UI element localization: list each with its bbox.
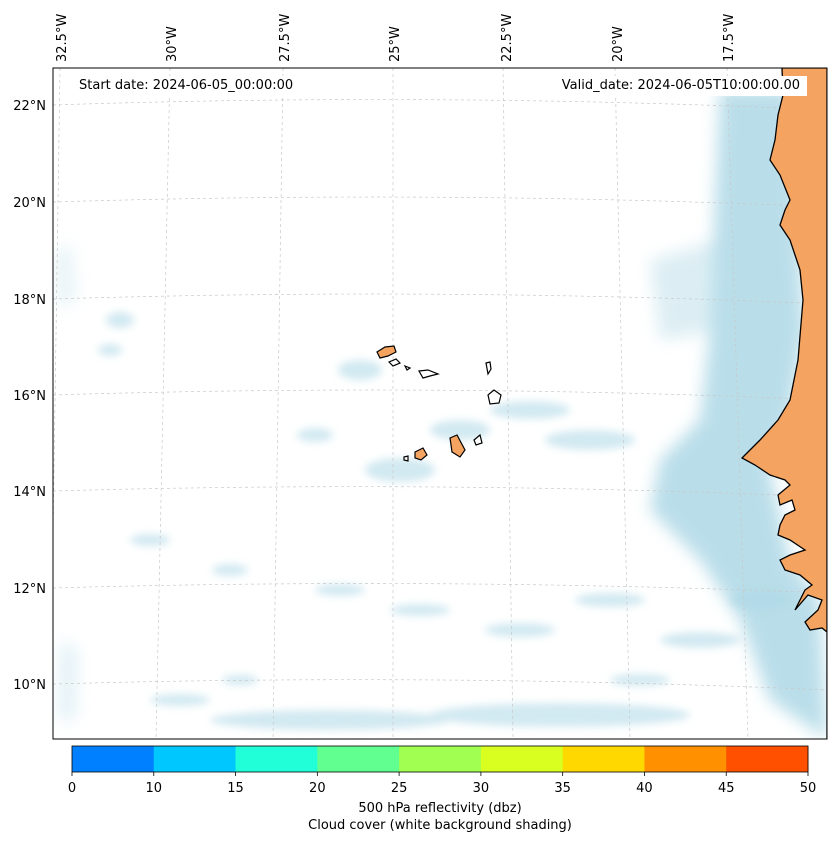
coastal-cloud-band bbox=[650, 90, 827, 739]
colorbar-tick-label: 25 bbox=[391, 781, 408, 796]
latitude-labels: 22°N 20°N 18°N 16°N 14°N 12°N 10°N bbox=[13, 99, 46, 693]
cloud-patch bbox=[210, 710, 450, 730]
colorbar-tick-label: 45 bbox=[718, 781, 735, 796]
lon-label: 25°W bbox=[388, 26, 403, 62]
colorbar-swatch bbox=[480, 746, 564, 772]
cloud-patch bbox=[106, 312, 134, 328]
colorbar-tick-label: 10 bbox=[146, 781, 163, 796]
parallel-16n bbox=[53, 389, 827, 401]
lat-label: 20°N bbox=[13, 196, 46, 211]
colorbar-swatch bbox=[644, 746, 727, 772]
cloud-patch bbox=[490, 401, 570, 419]
parallel-10n bbox=[53, 679, 827, 691]
colorbar-swatch bbox=[726, 746, 809, 772]
lat-label: 16°N bbox=[13, 389, 46, 404]
cloud-patch bbox=[575, 593, 645, 607]
colorbar-tick-label: 20 bbox=[309, 781, 326, 796]
colorbar-frame bbox=[71, 745, 809, 773]
graticule bbox=[53, 68, 827, 739]
cloud-patch bbox=[545, 430, 635, 450]
island-fogo bbox=[414, 447, 428, 461]
island-santa-luzia bbox=[403, 364, 412, 371]
meridian-27-5w bbox=[272, 68, 284, 739]
cloud-patch bbox=[730, 590, 790, 610]
parallel-14n bbox=[53, 486, 827, 498]
valid-date-label: Valid_date: 2024-06-05T10:00:00.00 bbox=[554, 76, 807, 96]
parallel-22n bbox=[53, 99, 827, 111]
colorbar-subtitle: Cloud cover (white background shading) bbox=[308, 818, 572, 833]
cloud-patch bbox=[660, 632, 740, 648]
island-sao-vicente bbox=[387, 358, 402, 367]
island-sao-nicolau bbox=[418, 369, 440, 379]
cloud-patch bbox=[338, 360, 382, 380]
lat-label: 10°N bbox=[13, 678, 46, 693]
cloud-patch bbox=[365, 458, 435, 482]
meridian-17-5w bbox=[726, 68, 749, 739]
meridian-22-5w bbox=[502, 68, 514, 739]
colorbar-tick-label: 40 bbox=[636, 781, 653, 796]
cloud-patch bbox=[485, 623, 555, 637]
cloud-patch-west-1 bbox=[55, 245, 75, 310]
lon-label: 17.5°W bbox=[722, 14, 737, 62]
colorbar-ticks: 0 10 15 20 25 30 35 40 45 50 bbox=[68, 772, 816, 796]
parallel-18n bbox=[53, 293, 827, 305]
lon-label: 20°W bbox=[611, 26, 626, 62]
parallel-12n bbox=[53, 583, 827, 594]
colorbar-swatch bbox=[153, 746, 237, 772]
colorbar-tick-label: 50 bbox=[800, 781, 817, 796]
map-background bbox=[53, 68, 827, 739]
colorbar-swatch bbox=[235, 746, 318, 772]
cloud-cover-layer bbox=[55, 90, 827, 739]
lat-label: 22°N bbox=[13, 99, 46, 114]
cloud-patch bbox=[150, 694, 210, 706]
colorbar-swatch bbox=[317, 746, 400, 772]
colorbar-swatch bbox=[562, 746, 645, 772]
island-brava bbox=[403, 455, 409, 462]
lon-label: 30°W bbox=[165, 26, 180, 62]
lon-label: 22.5°W bbox=[500, 14, 515, 62]
cloud-patch bbox=[212, 564, 248, 576]
colorbar bbox=[72, 746, 809, 772]
lon-label: 32.5°W bbox=[55, 14, 70, 62]
longitude-labels: 32.5°W 30°W 27.5°W 25°W 22.5°W 20°W 17.5… bbox=[55, 14, 737, 62]
meridian-30w bbox=[155, 68, 171, 739]
island-santiago bbox=[449, 434, 466, 458]
island-santo-antao bbox=[376, 345, 397, 359]
colorbar-swatch bbox=[72, 746, 155, 772]
west-africa-coast bbox=[740, 68, 827, 739]
cloud-band-north bbox=[650, 240, 720, 340]
map-border bbox=[52, 67, 828, 740]
island-boa-vista bbox=[487, 389, 502, 405]
cloud-patch-west-2 bbox=[58, 640, 78, 720]
cloud-patch bbox=[315, 584, 365, 596]
island-sal bbox=[485, 361, 492, 376]
colorbar-title: 500 hPa reflectivity (dbz) bbox=[358, 801, 522, 816]
cloud-patch bbox=[297, 428, 333, 442]
lon-label: 27.5°W bbox=[278, 14, 293, 62]
lat-label: 14°N bbox=[13, 485, 46, 500]
lat-label: 18°N bbox=[13, 293, 46, 308]
start-date-label: Start date: 2024-06-05_00:00:00 bbox=[72, 76, 301, 96]
cloud-patch bbox=[130, 534, 170, 546]
colorbar-swatch bbox=[399, 746, 482, 772]
cloud-patch bbox=[430, 420, 490, 440]
cape-verde-islands bbox=[376, 345, 502, 462]
cloud-patch bbox=[390, 604, 450, 616]
cloud-patch bbox=[430, 703, 690, 727]
colorbar-tick-label: 35 bbox=[554, 781, 571, 796]
colorbar-tick-label: 0 bbox=[68, 781, 76, 796]
colorbar-tick-label: 15 bbox=[227, 781, 244, 796]
lat-label: 12°N bbox=[13, 582, 46, 597]
meridian-20w bbox=[614, 68, 631, 739]
parallel-20n bbox=[53, 196, 827, 208]
island-maio bbox=[473, 433, 483, 446]
cloud-patch bbox=[98, 344, 122, 356]
colorbar-tick-label: 30 bbox=[473, 781, 490, 796]
